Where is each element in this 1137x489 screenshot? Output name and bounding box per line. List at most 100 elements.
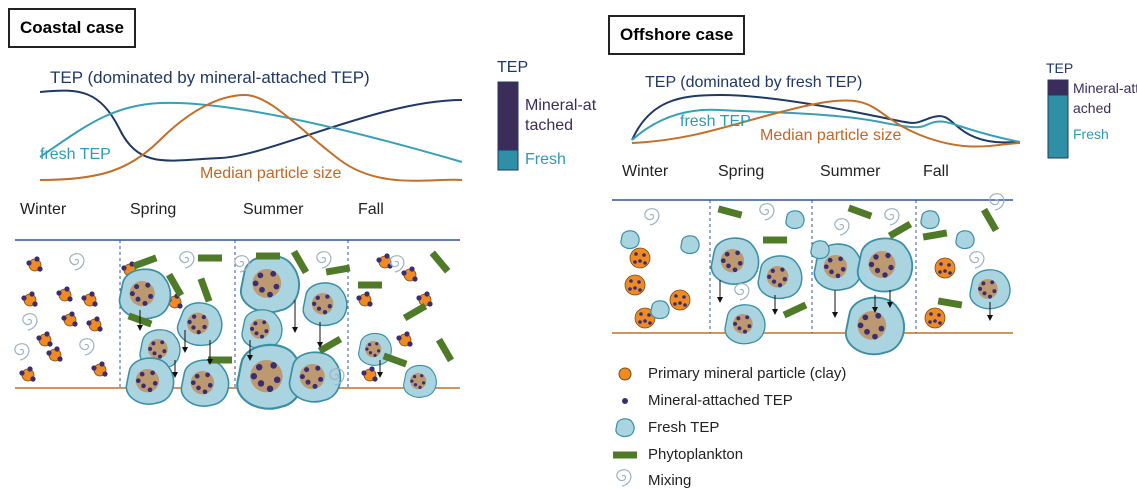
phyto (382, 352, 408, 368)
phyto (317, 335, 343, 355)
tep-curve (631, 93, 1021, 144)
agg (180, 359, 230, 407)
blob (810, 240, 830, 260)
phyto (429, 250, 451, 274)
mix (69, 253, 85, 271)
phyto (208, 356, 232, 364)
phyto (937, 297, 963, 309)
agg (118, 268, 172, 320)
agg (288, 351, 342, 403)
mix (969, 251, 985, 269)
legend-icon-mixing (616, 469, 632, 487)
legend-icon-tep (622, 398, 628, 404)
phyto (847, 204, 873, 220)
legend-item: Phytoplankton (648, 446, 744, 463)
tep-bar-mineral (497, 81, 519, 151)
clay (18, 365, 37, 383)
season: Summer (243, 201, 304, 218)
clay (395, 330, 414, 348)
season-dividers (709, 200, 917, 333)
clayb (669, 289, 691, 311)
blob (920, 210, 940, 230)
panel-title: Coastal case (8, 8, 136, 48)
agg (302, 282, 348, 327)
clayb (624, 274, 646, 296)
tep-legend-title: TEP (497, 59, 529, 76)
mix (79, 338, 95, 356)
particle-size-curve (631, 99, 1021, 148)
phyto (435, 337, 455, 363)
season: Winter (622, 163, 669, 180)
clay (55, 285, 74, 303)
legend-icon-phyto (613, 451, 637, 459)
clayb (924, 307, 946, 329)
tep-legend-item: Mineral-attached (525, 97, 597, 134)
clay (20, 290, 39, 308)
clay (90, 360, 109, 378)
phyto (325, 264, 351, 276)
mix (179, 251, 195, 269)
agg (757, 255, 803, 300)
mix (14, 343, 30, 361)
clay (35, 330, 54, 348)
agg (241, 309, 283, 350)
agg (856, 237, 914, 293)
phyto (922, 229, 948, 241)
legend-item: Mixing (648, 472, 692, 489)
clay (85, 315, 104, 333)
mix (884, 208, 900, 226)
tep-legend-item: Fresh (525, 151, 566, 168)
blob (620, 230, 640, 250)
tep-legend-item: Fresh (1073, 126, 1109, 142)
tep-bar-mineral (1047, 79, 1069, 96)
mix (644, 208, 660, 226)
mix (989, 193, 1005, 211)
blob (955, 230, 975, 250)
season: Summer (820, 163, 881, 180)
clayb (629, 247, 651, 269)
particle-size-curve (39, 93, 463, 182)
clay (415, 290, 434, 308)
agg (724, 304, 766, 345)
legend-item: Fresh TEP (648, 419, 720, 436)
tep-legend-item: Mineral-attached (1073, 80, 1137, 116)
clay (25, 255, 44, 273)
curve-label: TEP (dominated by mineral-attached TEP) (50, 68, 370, 87)
panel-title: Offshore case (608, 15, 746, 55)
tep-bar-fresh (497, 149, 519, 171)
tep-legend-title: TEP (1046, 60, 1074, 76)
curve-label: Median particle size (200, 165, 342, 182)
clay (80, 290, 99, 308)
blob (785, 210, 805, 230)
mix (22, 313, 38, 331)
blob (650, 300, 670, 320)
curve-label: TEP (dominated by fresh TEP) (645, 74, 863, 91)
curve-label: Median particle size (760, 127, 902, 144)
tep-curve (39, 89, 463, 162)
clayb (934, 257, 956, 279)
clay (60, 310, 79, 328)
phyto (980, 207, 1000, 233)
curve-label: fresh TEP (40, 146, 111, 163)
legend-item: Mineral-attached TEP (648, 392, 793, 409)
mix (734, 283, 750, 301)
legend-item: Primary mineral particle (clay) (648, 365, 847, 382)
phyto (887, 220, 913, 240)
agg (125, 357, 175, 405)
agg (174, 298, 227, 350)
season: Fall (923, 163, 949, 180)
clay (45, 345, 64, 363)
mix (389, 255, 405, 273)
phyto (198, 254, 222, 262)
agg (403, 364, 437, 398)
season-dividers (119, 240, 349, 388)
tep-bar-fresh (1047, 94, 1069, 159)
agg (239, 254, 301, 314)
particles (14, 193, 1011, 410)
phyto (717, 205, 743, 219)
mix (316, 251, 332, 269)
fresh-tep-curve (39, 101, 463, 163)
phyto (256, 252, 280, 260)
